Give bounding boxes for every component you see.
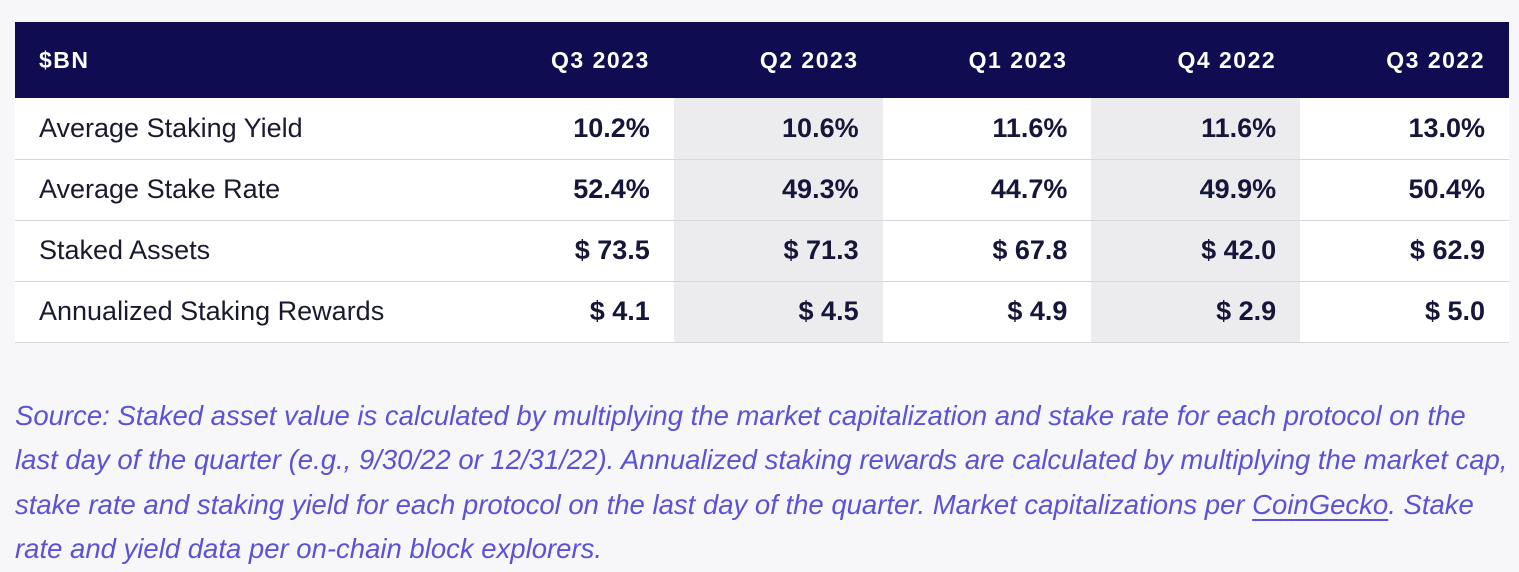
staking-table-container: $BN Q3 2023 Q2 2023 Q1 2023 Q4 2022 Q3 2…	[15, 22, 1509, 343]
column-header-unit: $BN	[39, 46, 90, 73]
table-cell: 52.4%	[465, 159, 674, 220]
table-cell: $ 62.9	[1300, 220, 1509, 281]
column-header-q3-2023: Q3 2023	[551, 46, 650, 73]
table-row: Annualized Staking Rewards $ 4.1 $ 4.5 $…	[15, 281, 1509, 342]
table-row: Average Stake Rate 52.4% 49.3% 44.7% 49.…	[15, 159, 1509, 220]
table-cell: 49.9%	[1091, 159, 1301, 220]
table-cell: 10.2%	[465, 98, 674, 159]
table-header-row: $BN Q3 2023 Q2 2023 Q1 2023 Q4 2022 Q3 2…	[15, 22, 1509, 98]
table-cell: 13.0%	[1300, 98, 1509, 159]
table-cell: $ 5.0	[1300, 281, 1509, 342]
table-cell: $ 4.9	[882, 281, 1092, 342]
column-header-q1-2023: Q1 2023	[968, 46, 1068, 73]
table-cell: $ 2.9	[1091, 281, 1301, 342]
table-cell: 10.6%	[673, 98, 883, 159]
table-cell: 50.4%	[1300, 159, 1509, 220]
table-cell: $ 67.8	[882, 220, 1092, 281]
column-header-q3-2022: Q3 2022	[1386, 46, 1485, 73]
source-text: Source: Staked asset value is calculated…	[15, 399, 1508, 520]
table-cell: 11.6%	[1091, 98, 1301, 159]
row-label: Annualized Staking Rewards	[15, 281, 465, 342]
column-header-q4-2022: Q4 2022	[1177, 46, 1277, 73]
row-label: Staked Assets	[15, 220, 465, 281]
row-label: Average Staking Yield	[15, 98, 465, 159]
table-cell: $ 4.1	[465, 281, 674, 342]
staking-table: $BN Q3 2023 Q2 2023 Q1 2023 Q4 2022 Q3 2…	[15, 22, 1509, 343]
table-cell: $ 71.3	[673, 220, 883, 281]
table-cell: 11.6%	[882, 98, 1092, 159]
table-row: Average Staking Yield 10.2% 10.6% 11.6% …	[15, 98, 1509, 159]
column-header-q2-2023: Q2 2023	[759, 46, 859, 73]
table-cell: 44.7%	[882, 159, 1092, 220]
table-cell: $ 42.0	[1091, 220, 1301, 281]
table-cell: $ 73.5	[465, 220, 674, 281]
row-label: Average Stake Rate	[15, 159, 465, 220]
table-cell: $ 4.5	[673, 281, 883, 342]
table-row: Staked Assets $ 73.5 $ 71.3 $ 67.8 $ 42.…	[15, 220, 1509, 281]
table-cell: 49.3%	[673, 159, 883, 220]
coingecko-link[interactable]: CoinGecko	[1252, 488, 1389, 520]
source-note: Source: Staked asset value is calculated…	[15, 394, 1509, 572]
